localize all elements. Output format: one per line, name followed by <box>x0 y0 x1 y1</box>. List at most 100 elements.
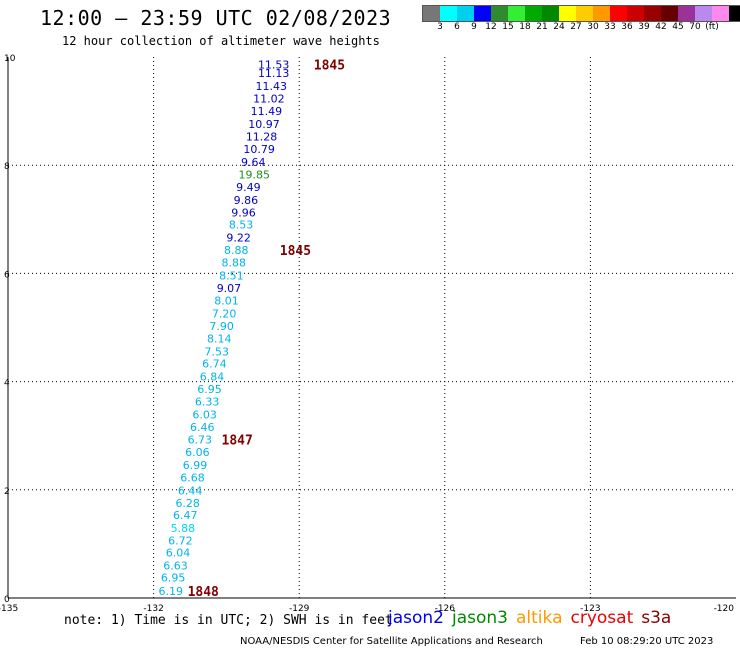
legend-label: (ft) <box>705 22 719 32</box>
legend-swatch <box>712 6 729 21</box>
wave-height-label: 11.43 <box>256 80 288 93</box>
legend-label: 3 <box>437 22 443 32</box>
legend-label: 6 <box>454 22 460 32</box>
legend-swatch <box>525 6 542 21</box>
wave-height-label: 10.79 <box>243 143 274 156</box>
wave-height-label: 8.01 <box>214 294 239 307</box>
legend-swatch <box>661 6 678 21</box>
wave-height-label: 7.20 <box>212 307 237 320</box>
wave-height-label: 6.95 <box>161 571 186 584</box>
wave-height-label: 6.68 <box>180 471 205 484</box>
legend-swatch <box>678 6 695 21</box>
x-tick-label: -120 <box>714 604 735 614</box>
wave-height-label: 6.28 <box>175 497 200 510</box>
legend-swatch <box>576 6 593 21</box>
wave-height-label: 19.85 <box>239 168 270 181</box>
pass-time-label: 1845 <box>280 244 311 259</box>
legend-label: 33 <box>604 22 616 32</box>
legend-swatch <box>423 6 440 21</box>
y-tick-label: 0 <box>4 595 10 605</box>
legend-label: 21 <box>536 22 548 32</box>
legend-swatch <box>627 6 644 21</box>
wave-height-color-legend <box>422 5 740 22</box>
wave-height-label: 8.51 <box>219 270 244 283</box>
legend-swatch <box>729 6 740 21</box>
y-tick-label: 2 <box>4 487 10 497</box>
x-tick-label: -135 <box>0 604 18 614</box>
legend-swatch <box>542 6 559 21</box>
legend-swatch <box>457 6 474 21</box>
wave-height-label: 6.99 <box>183 459 208 472</box>
legend-label: 9 <box>471 22 477 32</box>
wave-height-label: 9.07 <box>217 282 242 295</box>
satellite-legend-altika: altika <box>516 608 563 628</box>
wave-height-label: 9.22 <box>226 232 251 245</box>
pass-time-label: 1847 <box>222 433 253 448</box>
legend-label: 24 <box>553 22 565 32</box>
x-tick-label: -132 <box>143 604 163 614</box>
wave-height-label: 6.47 <box>173 509 198 522</box>
legend-label: 39 <box>638 22 650 32</box>
wave-height-label: 11.13 <box>258 67 290 80</box>
legend-label: 12 <box>485 22 497 32</box>
color-legend-labels: 3 6 9 12 15 18 21 24 27 30 33 36 39 42 45 70 (ft) <box>422 22 740 34</box>
legend-swatch <box>559 6 576 21</box>
wave-height-label: 6.72 <box>168 535 193 548</box>
generated-timestamp: Feb 10 08:29:20 UTC 2023 <box>580 636 714 647</box>
legend-label: 27 <box>570 22 582 32</box>
y-tick-label: 4 <box>4 379 10 389</box>
legend-swatch <box>695 6 712 21</box>
legend-label: 30 <box>587 22 599 32</box>
wave-height-label: 6.06 <box>185 446 210 459</box>
satellite-legend-s3a: s3a <box>641 608 672 628</box>
wave-height-label: 6.33 <box>195 396 220 409</box>
wave-height-label: 8.53 <box>229 219 254 232</box>
wave-height-label: 11.49 <box>251 105 283 118</box>
legend-label: 70 <box>689 22 701 32</box>
wave-height-label: 6.04 <box>166 547 191 560</box>
wave-height-label: 6.74 <box>202 358 227 371</box>
legend-swatch <box>610 6 627 21</box>
wave-height-label: 11.28 <box>246 131 278 144</box>
legend-label: 42 <box>655 22 667 32</box>
wave-height-label: 9.49 <box>236 181 261 194</box>
pass-time-label: 1845 <box>314 59 345 74</box>
wave-height-label: 7.53 <box>205 345 230 358</box>
legend-label: 36 <box>621 22 633 32</box>
wave-height-label: 11.53 <box>258 59 290 72</box>
wave-height-label: 6.19 <box>158 585 183 598</box>
legend-label: 18 <box>519 22 531 32</box>
y-tick-label: 6 <box>4 270 10 280</box>
x-tick-label: -123 <box>580 604 600 614</box>
x-tick-label: -129 <box>289 604 310 614</box>
legend-swatch <box>593 6 610 21</box>
wave-height-label: 10.97 <box>248 118 279 131</box>
x-tick-label: -126 <box>435 604 456 614</box>
chart-title: 12:00 — 23:59 UTC 02/08/2023 <box>40 6 392 30</box>
wave-height-label: 6.95 <box>197 383 222 396</box>
wave-height-label: 6.46 <box>190 421 215 434</box>
wave-height-label: 6.84 <box>200 371 225 384</box>
wave-height-label: 7.90 <box>209 320 234 333</box>
legend-swatch <box>440 6 457 21</box>
chart-subtitle: 12 hour collection of altimeter wave hei… <box>62 34 380 48</box>
wave-height-label: 9.64 <box>241 156 266 169</box>
satellite-legend-jason2: jason2 <box>388 608 444 628</box>
legend-swatch <box>474 6 491 21</box>
wave-height-label: 9.96 <box>231 206 256 219</box>
legend-swatch <box>508 6 525 21</box>
legend-label: 45 <box>672 22 684 32</box>
wave-height-label: 9.86 <box>234 194 259 207</box>
y-tick-label: 10 <box>4 54 16 64</box>
legend-label: 15 <box>502 22 514 32</box>
satellite-legend: jason2 jason3 altika cryosat s3a <box>388 608 679 628</box>
wave-height-label: 11.02 <box>253 93 284 106</box>
wave-height-label: 6.44 <box>178 484 203 497</box>
wave-height-label: 8.88 <box>224 244 249 257</box>
legend-swatch <box>644 6 661 21</box>
wave-height-label: 6.03 <box>192 409 217 422</box>
satellite-legend-jason3: jason3 <box>452 608 508 628</box>
pass-time-label: 1848 <box>188 585 219 600</box>
